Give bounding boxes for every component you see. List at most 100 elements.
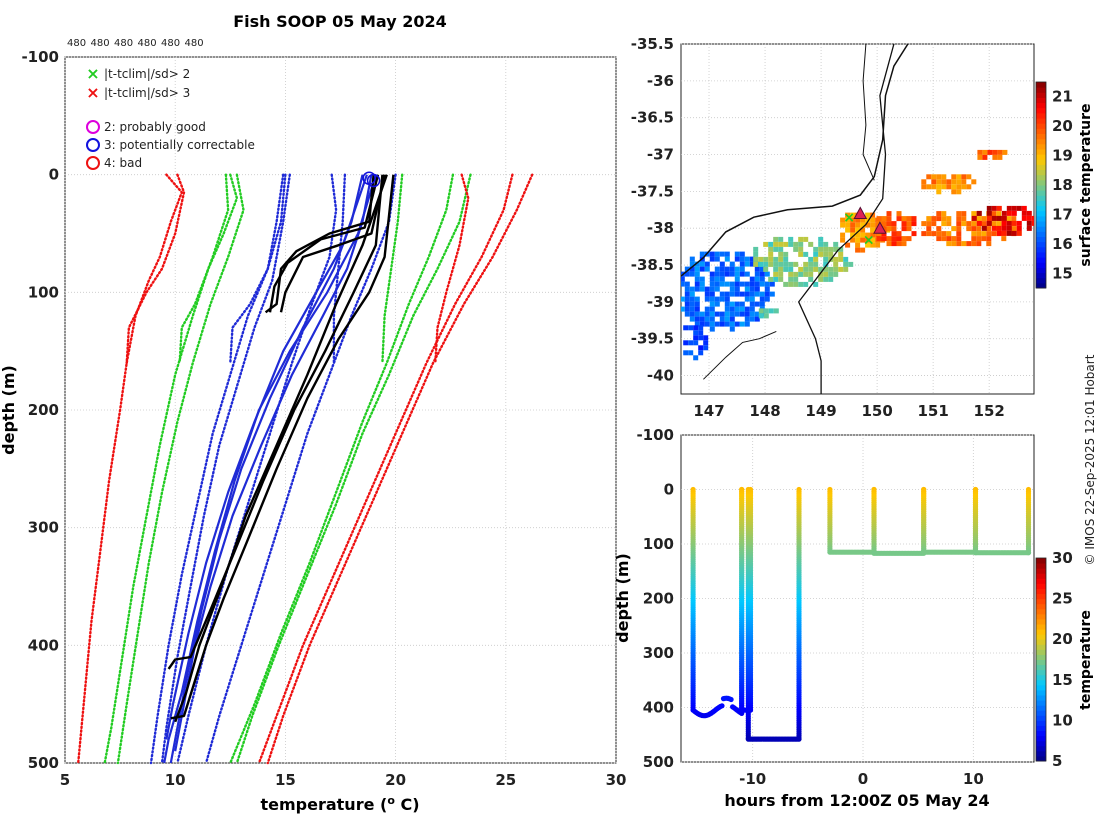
sst-cell <box>818 276 824 282</box>
sst-cell <box>936 211 942 217</box>
colorbar-segment <box>1036 558 1046 564</box>
sst-cell <box>694 311 700 317</box>
sst-cell <box>699 286 705 292</box>
sst-cell <box>798 246 804 252</box>
sst-cell <box>704 311 710 317</box>
sst-cell <box>808 276 814 282</box>
sst-cell <box>783 251 789 257</box>
depth-time-ytick-label: 500 <box>643 753 674 771</box>
sst-cell <box>734 266 740 272</box>
sst-cell <box>699 321 705 327</box>
colorbar-segment <box>1036 639 1046 645</box>
sst-cell <box>798 236 804 242</box>
sst-cell <box>901 216 907 222</box>
sst-cell <box>808 241 814 247</box>
sst-cell <box>783 266 789 272</box>
sst-cell <box>698 350 704 356</box>
sst-cell <box>941 236 947 242</box>
sst-cell <box>991 215 997 221</box>
sst-cell <box>684 271 690 277</box>
colorbar-segment <box>1036 644 1046 650</box>
map-colorbar-tick: 16 <box>1052 235 1073 253</box>
sst-cell <box>951 226 957 232</box>
sst-cell <box>709 326 715 332</box>
sst-cell <box>778 256 784 262</box>
sst-cell <box>719 316 725 322</box>
sst-cell <box>956 184 962 190</box>
sst-cell <box>865 242 871 248</box>
sst-cell <box>951 236 957 242</box>
sst-cell <box>719 266 725 272</box>
sst-cell <box>734 306 740 312</box>
series-clim-mean-low-short <box>229 173 287 365</box>
sst-cell <box>704 291 710 297</box>
sst-cell <box>997 149 1003 155</box>
sst-cell <box>966 221 972 227</box>
legend-label: 4: bad <box>104 156 142 170</box>
colorbar-segment <box>1036 215 1046 222</box>
sst-cell <box>870 232 876 238</box>
colorbar-segment <box>1036 705 1046 711</box>
colorbar-segment <box>1036 710 1046 716</box>
map-xtick-label: 152 <box>974 402 1005 420</box>
sst-cell <box>759 291 765 297</box>
sst-cell <box>906 216 912 222</box>
sst-cell <box>744 306 750 312</box>
depth-time-dot <box>728 696 734 703</box>
sst-map: ×× 147 148 149 150 151 152-35.5-36-36.5-37-37… <box>631 35 1094 420</box>
map-colorbar-tick: 20 <box>1052 117 1073 135</box>
colorbar-segment <box>1036 133 1046 140</box>
sst-cell <box>991 225 997 231</box>
sst-cell <box>709 276 715 282</box>
colorbar-segment <box>1036 241 1046 248</box>
map-ytick-label: -36.5 <box>631 109 674 127</box>
sst-cell <box>976 231 982 237</box>
map-xtick-label: 149 <box>805 402 836 420</box>
depth-time-colorbar-tick: 15 <box>1052 671 1073 689</box>
sst-cell <box>714 286 720 292</box>
map-ytick-label: -38 <box>647 219 674 237</box>
sst-cell <box>734 281 740 287</box>
sst-cell <box>996 221 1002 227</box>
map-xtick-label: 150 <box>861 402 892 420</box>
sst-cell <box>709 286 715 292</box>
sst-cell <box>773 246 779 252</box>
sst-cell <box>971 241 977 247</box>
sst-cell <box>788 271 794 277</box>
colorbar-segment <box>1036 174 1046 181</box>
depth-time-colorbar-tick: 20 <box>1052 630 1073 648</box>
sst-cell <box>941 231 947 237</box>
sst-cell <box>729 301 735 307</box>
map-colorbar-tick: 21 <box>1052 88 1073 106</box>
legend-label: 2: probably good <box>104 120 206 134</box>
legend-label: |t-tclim|/sd> 2 <box>104 67 190 81</box>
sst-cell <box>992 154 998 160</box>
sst-cell <box>754 316 760 322</box>
colorbar-segment <box>1036 725 1046 732</box>
sst-cell <box>986 231 992 237</box>
profile-xtick-label: 15 <box>275 771 296 789</box>
sst-cell <box>754 271 760 277</box>
sst-cell <box>926 174 932 180</box>
sst-cell <box>996 215 1002 221</box>
depth-time-dot <box>1025 550 1032 556</box>
sst-cell <box>719 271 725 277</box>
colorbar-frame <box>1035 557 1047 762</box>
sst-cell <box>860 217 866 223</box>
colorbar-segment <box>1036 598 1046 605</box>
sst-cell <box>986 220 992 226</box>
sst-cell <box>833 241 839 247</box>
sst-cell <box>961 184 967 190</box>
sst-cell <box>724 271 730 277</box>
sst-cell <box>754 286 760 292</box>
sst-cell <box>936 174 942 180</box>
series-clim-mean-deep <box>149 173 285 765</box>
legend-label: 3: potentially correctable <box>104 138 255 152</box>
sst-cell <box>860 232 866 238</box>
sst-cell <box>719 261 725 267</box>
sst-cell <box>843 261 849 267</box>
profile-xlabel-sup: o <box>387 794 395 807</box>
colorbar-segment <box>1036 112 1046 119</box>
map-ytick-label: -36 <box>647 72 674 90</box>
depth-time-xtick-label: -10 <box>739 770 766 788</box>
